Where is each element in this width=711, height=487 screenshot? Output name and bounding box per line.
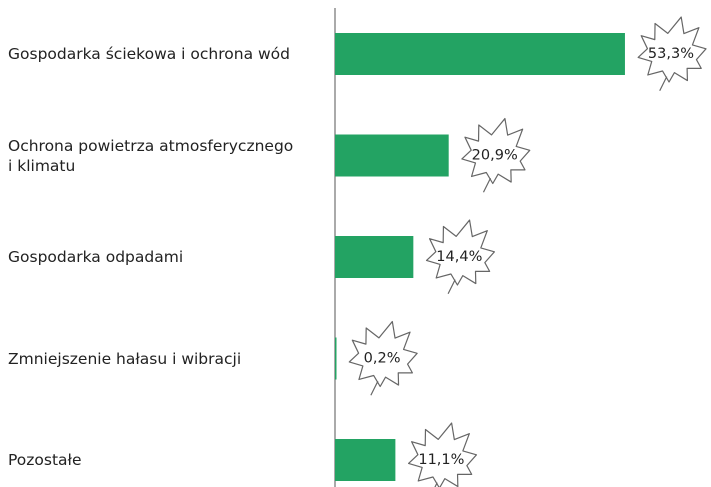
value-label: 11,1% [418, 452, 464, 468]
category-label: Gospodarka odpadami [8, 248, 184, 266]
value-label: 14,4% [436, 249, 482, 265]
value-label: 53,3% [648, 46, 694, 62]
category-label: Ochrona powietrza atmosferycznego i klim… [8, 136, 294, 175]
bar [335, 236, 414, 278]
category-label: Pozostałe [8, 451, 82, 469]
leaf-icon [461, 117, 531, 193]
bar [335, 337, 337, 380]
value-label: 20,9% [472, 148, 518, 164]
category-label: Gospodarka ściekowa i ochrona wód [8, 45, 291, 63]
leaf-icon [425, 219, 495, 295]
value-label: 0,2% [364, 351, 401, 367]
category-label: Zmniejszenie hałasu i wibracji [8, 349, 242, 368]
bar [335, 134, 449, 177]
leaf-icon [407, 422, 478, 487]
bar [335, 439, 396, 481]
leaf-icon [637, 16, 707, 92]
leaf-icon [348, 320, 418, 396]
bar [335, 33, 625, 75]
